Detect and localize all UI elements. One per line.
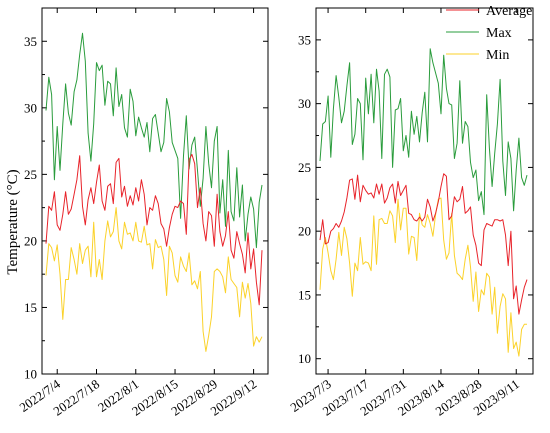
y-tick-label: 35: [298, 32, 311, 47]
y-tick-label: 20: [298, 224, 311, 239]
plot-frame: [41, 7, 269, 375]
legend-label-average: Average: [486, 4, 532, 19]
y-tick-label: 30: [24, 100, 37, 115]
series-line-average: [45, 153, 263, 306]
y-tick-label: 10: [298, 351, 311, 366]
y-axis-label: Temperature (°C): [5, 169, 21, 274]
chart-panel-2022: 1015202530352022/7/42022/7/182022/8/1202…: [16, 7, 269, 419]
legend-label-max: Max: [486, 26, 512, 41]
y-tick-label: 15: [298, 287, 311, 302]
series-line-min: [319, 197, 527, 357]
y-tick-label: 20: [24, 233, 37, 248]
plot-frame: [315, 7, 534, 375]
y-tick-label: 30: [298, 96, 311, 111]
y-tick-label: 25: [24, 167, 37, 182]
series-line-max: [45, 32, 263, 249]
y-tick-label: 35: [24, 34, 37, 49]
legend-label-min: Min: [486, 48, 509, 63]
y-tick-label: 10: [24, 367, 37, 382]
series-line-average: [319, 173, 528, 315]
y-tick-label: 15: [24, 300, 37, 315]
series-line-min: [45, 207, 263, 352]
legend: Average Max Min: [446, 4, 532, 63]
y-tick-label: 25: [298, 160, 311, 175]
series-line-max: [319, 48, 528, 216]
chart-panel-2023: 1015202530352023/7/32023/7/172023/7/3120…: [287, 7, 534, 419]
